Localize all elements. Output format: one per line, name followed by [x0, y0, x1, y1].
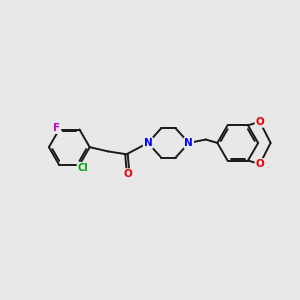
Text: N: N [184, 138, 193, 148]
Text: O: O [256, 159, 264, 169]
Text: Cl: Cl [77, 163, 88, 173]
Text: O: O [256, 117, 264, 127]
Text: O: O [124, 169, 132, 179]
Text: F: F [53, 123, 60, 133]
Text: N: N [144, 138, 152, 148]
